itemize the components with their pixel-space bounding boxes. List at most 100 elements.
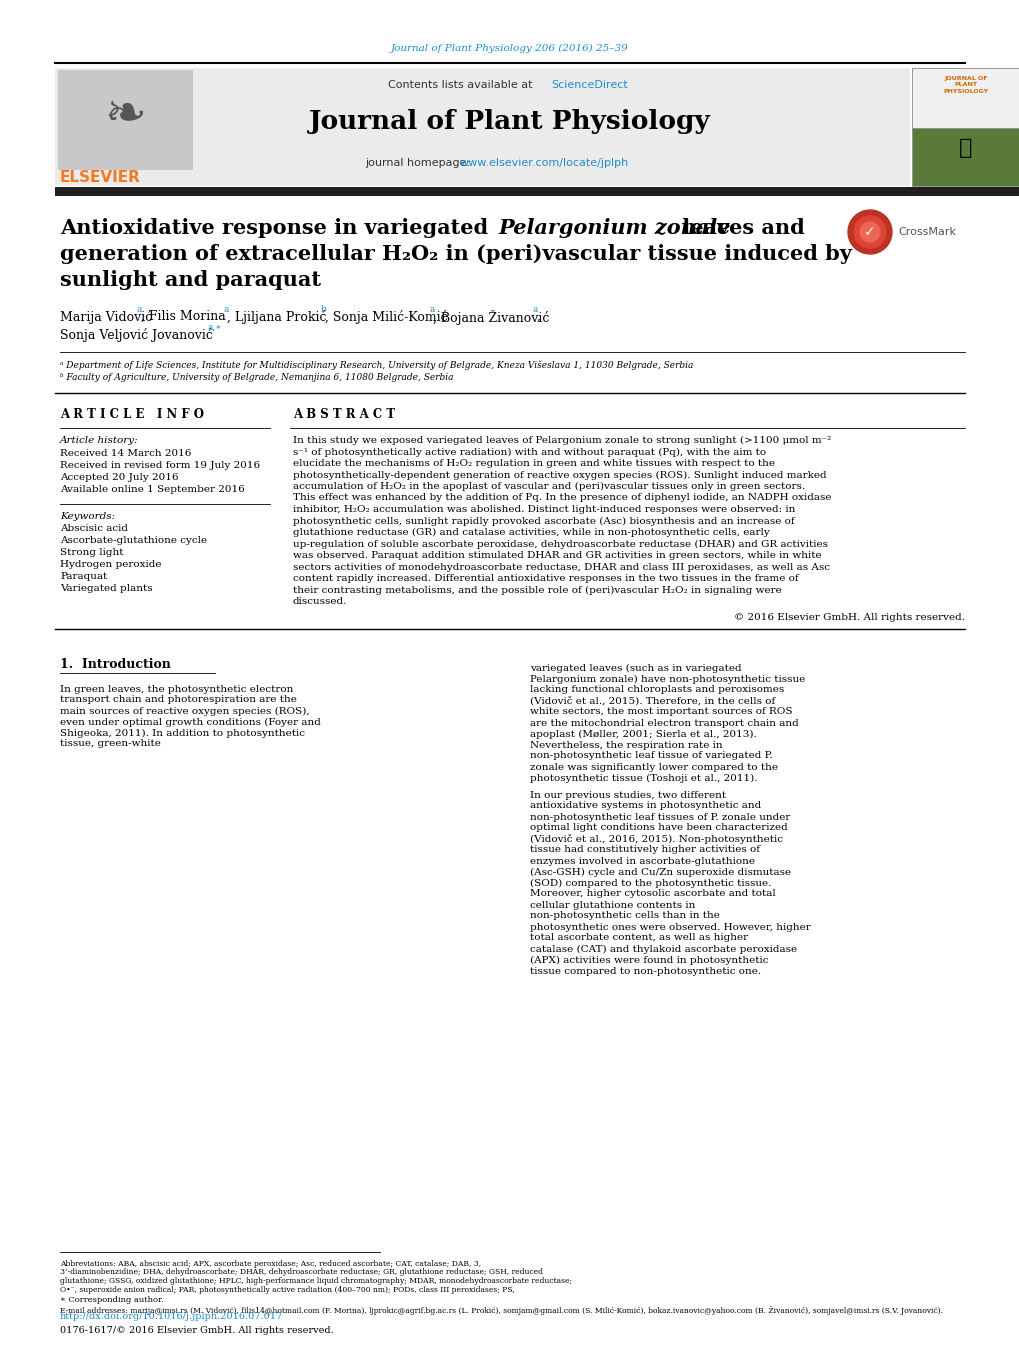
Text: , Bojana Živanović: , Bojana Živanović	[433, 309, 549, 326]
Bar	[55, 186, 1019, 196]
Text: E-mail addresses: marija@imsi.rs (M. Vidović), filis14@hotmail.com (F. Morina), : E-mail addresses: marija@imsi.rs (M. Vid…	[60, 1306, 943, 1315]
Text: CrossMark: CrossMark	[897, 227, 955, 236]
Text: generation of extracellular H₂O₂ in (peri)vascular tissue induced by: generation of extracellular H₂O₂ in (per…	[60, 245, 851, 263]
Text: Abscisic acid: Abscisic acid	[60, 524, 127, 534]
Text: Nevertheless, the respiration rate in: Nevertheless, the respiration rate in	[530, 740, 721, 750]
Text: transport chain and photorespiration are the: transport chain and photorespiration are…	[60, 696, 297, 704]
Text: Marija Vidović: Marija Vidović	[60, 309, 152, 324]
Text: discussed.: discussed.	[292, 597, 347, 607]
Text: non-photosynthetic cells than in the: non-photosynthetic cells than in the	[530, 912, 719, 920]
Text: www.elsevier.com/locate/jplph: www.elsevier.com/locate/jplph	[460, 158, 629, 168]
Text: a: a	[223, 305, 228, 313]
Text: white sectors, the most important sources of ROS: white sectors, the most important source…	[530, 708, 792, 716]
Text: Abbreviations: ABA, abscisic acid; APX, ascorbate peroxidase; Asc, reduced ascor: Abbreviations: ABA, abscisic acid; APX, …	[60, 1260, 481, 1269]
Circle shape	[859, 222, 879, 242]
Text: variegated leaves (such as in variegated: variegated leaves (such as in variegated	[530, 663, 741, 673]
Text: 🌲: 🌲	[959, 138, 972, 158]
Text: journal homepage:: journal homepage:	[365, 158, 473, 168]
Text: Sonja Veljović Jovanović: Sonja Veljović Jovanović	[60, 328, 213, 342]
Text: Journal of Plant Physiology 206 (2016) 25–39: Journal of Plant Physiology 206 (2016) 2…	[390, 43, 629, 53]
Text: Available online 1 September 2016: Available online 1 September 2016	[60, 485, 245, 494]
Text: ❧: ❧	[104, 91, 146, 139]
Text: glutathione reductase (GR) and catalase activities, while in non-photosynthetic : glutathione reductase (GR) and catalase …	[292, 528, 769, 538]
Text: ∗ Corresponding author.: ∗ Corresponding author.	[60, 1296, 164, 1304]
Text: photosynthetic cells, sunlight rapidly provoked ascorbate (Asc) biosynthesis and: photosynthetic cells, sunlight rapidly p…	[292, 516, 794, 526]
Text: photosynthetic ones were observed. However, higher: photosynthetic ones were observed. Howev…	[530, 923, 810, 931]
Text: tissue compared to non-photosynthetic one.: tissue compared to non-photosynthetic on…	[530, 966, 760, 975]
Text: 3’-diaminobenzidine; DHA, dehydroascorbate; DHAR, dehydroascorbate reductase; GR: 3’-diaminobenzidine; DHA, dehydroascorba…	[60, 1269, 542, 1277]
Bar	[55, 68, 909, 186]
Text: (Vidovič et al., 2016, 2015). Non-photosynthetic: (Vidovič et al., 2016, 2015). Non-photos…	[530, 835, 783, 844]
Text: © 2016 Elsevier GmbH. All rights reserved.: © 2016 Elsevier GmbH. All rights reserve…	[734, 612, 964, 621]
Text: catalase (CAT) and thylakoid ascorbate peroxidase: catalase (CAT) and thylakoid ascorbate p…	[530, 944, 796, 954]
Text: Article history:: Article history:	[60, 436, 139, 444]
Text: leaves and: leaves and	[675, 218, 804, 238]
Text: cellular glutathione contents in: cellular glutathione contents in	[530, 901, 695, 909]
Text: Paraquat: Paraquat	[60, 571, 107, 581]
Text: http://dx.doi.org/10.1016/j.jplph.2016.07.017: http://dx.doi.org/10.1016/j.jplph.2016.0…	[60, 1312, 283, 1321]
Text: ELSEVIER: ELSEVIER	[60, 170, 141, 185]
Text: zonale was significantly lower compared to the: zonale was significantly lower compared …	[530, 762, 777, 771]
Text: sectors activities of monodehydroascorbate reductase, DHAR and class III peroxid: sectors activities of monodehydroascorba…	[292, 562, 829, 571]
Text: Pelargonium zonale) have non-photosynthetic tissue: Pelargonium zonale) have non-photosynthe…	[530, 674, 804, 684]
Text: non-photosynthetic leaf tissue of variegated P.: non-photosynthetic leaf tissue of varieg…	[530, 751, 771, 761]
Text: 1.  Introduction: 1. Introduction	[60, 658, 171, 671]
Text: a: a	[429, 305, 434, 313]
Text: JOURNAL OF
PLANT
PHYSIOLOGY: JOURNAL OF PLANT PHYSIOLOGY	[943, 76, 987, 93]
Text: (Vidovič et al., 2015). Therefore, in the cells of: (Vidovič et al., 2015). Therefore, in th…	[530, 697, 774, 707]
Text: Keywords:: Keywords:	[60, 512, 115, 521]
Text: a: a	[137, 305, 143, 313]
Text: up-regulation of soluble ascorbate peroxidase, dehydroascorbate reductase (DHAR): up-regulation of soluble ascorbate perox…	[292, 539, 827, 549]
Text: , Ljiljana Prokić: , Ljiljana Prokić	[227, 309, 327, 324]
Text: Received in revised form 19 July 2016: Received in revised form 19 July 2016	[60, 461, 260, 470]
Circle shape	[847, 209, 892, 254]
Text: ᵃ Department of Life Sciences, Institute for Multidisciplinary Research, Univers: ᵃ Department of Life Sciences, Institute…	[60, 359, 693, 370]
Text: , Sonja Milić-Komić: , Sonja Milić-Komić	[325, 309, 447, 324]
Text: optimal light conditions have been characterized: optimal light conditions have been chara…	[530, 824, 787, 832]
Text: tissue had constitutively higher activities of: tissue had constitutively higher activit…	[530, 846, 759, 854]
Text: lacking functional chloroplasts and peroxisomes: lacking functional chloroplasts and pero…	[530, 685, 784, 694]
Text: ✓: ✓	[863, 226, 875, 239]
Text: In this study we exposed variegated leaves of Pelargonium zonale to strong sunli: In this study we exposed variegated leav…	[292, 436, 830, 444]
Text: O•⁻, superoxide anion radical; PAR, photosynthetically active radiation (400–700: O•⁻, superoxide anion radical; PAR, phot…	[60, 1286, 515, 1293]
Text: Variegated plants: Variegated plants	[60, 584, 153, 593]
Text: photosynthetic tissue (Toshoji et al., 2011).: photosynthetic tissue (Toshoji et al., 2…	[530, 774, 757, 782]
Bar	[911, 68, 1019, 186]
Text: total ascorbate content, as well as higher: total ascorbate content, as well as high…	[530, 934, 747, 943]
Text: Shigeoka, 2011). In addition to photosynthetic: Shigeoka, 2011). In addition to photosyn…	[60, 728, 305, 738]
Text: In green leaves, the photosynthetic electron: In green leaves, the photosynthetic elec…	[60, 685, 293, 693]
Text: In our previous studies, two different: In our previous studies, two different	[530, 790, 726, 800]
Bar	[58, 70, 193, 170]
Text: elucidate the mechanisms of H₂O₂ regulation in green and white tissues with resp: elucidate the mechanisms of H₂O₂ regulat…	[292, 459, 774, 467]
Text: apoplast (Møller, 2001; Sierla et al., 2013).: apoplast (Møller, 2001; Sierla et al., 2…	[530, 730, 756, 739]
Text: a,∗: a,∗	[208, 323, 222, 332]
Text: are the mitochondrial electron transport chain and: are the mitochondrial electron transport…	[530, 719, 798, 727]
Text: glutathione; GSSG, oxidized glutathione; HPLC, high-performance liquid chromatog: glutathione; GSSG, oxidized glutathione;…	[60, 1277, 572, 1285]
Text: (SOD) compared to the photosynthetic tissue.: (SOD) compared to the photosynthetic tis…	[530, 878, 770, 888]
Text: b: b	[321, 305, 326, 313]
Text: ᵇ Faculty of Agriculture, University of Belgrade, Nemanjina 6, 11080 Belgrade, S: ᵇ Faculty of Agriculture, University of …	[60, 373, 453, 382]
Text: ,: ,	[536, 309, 540, 323]
Text: Contents lists available at: Contents lists available at	[387, 80, 535, 91]
Text: even under optimal growth conditions (Foyer and: even under optimal growth conditions (Fo…	[60, 717, 321, 727]
Text: Antioxidative response in variegated: Antioxidative response in variegated	[60, 218, 495, 238]
Text: Received 14 March 2016: Received 14 March 2016	[60, 449, 192, 458]
Text: s⁻¹ of photosynthetically active radiation) with and without paraquat (Pq), with: s⁻¹ of photosynthetically active radiati…	[292, 447, 765, 457]
Text: (Asc-GSH) cycle and Cu/Zn superoxide dismutase: (Asc-GSH) cycle and Cu/Zn superoxide dis…	[530, 867, 791, 877]
Text: main sources of reactive oxygen species (ROS),: main sources of reactive oxygen species …	[60, 707, 310, 716]
Text: Moreover, higher cytosolic ascorbate and total: Moreover, higher cytosolic ascorbate and…	[530, 889, 775, 898]
Text: tissue, green-white: tissue, green-white	[60, 739, 161, 748]
Text: Accepted 20 July 2016: Accepted 20 July 2016	[60, 473, 178, 482]
Bar	[911, 68, 1019, 128]
Text: Strong light: Strong light	[60, 549, 123, 557]
Text: A R T I C L E   I N F O: A R T I C L E I N F O	[60, 408, 204, 422]
Text: content rapidly increased. Differential antioxidative responses in the two tissu: content rapidly increased. Differential …	[292, 574, 798, 584]
Text: non-photosynthetic leaf tissues of P. zonale under: non-photosynthetic leaf tissues of P. zo…	[530, 812, 790, 821]
Text: enzymes involved in ascorbate-glutathione: enzymes involved in ascorbate-glutathion…	[530, 857, 754, 866]
Text: 0176-1617/© 2016 Elsevier GmbH. All rights reserved.: 0176-1617/© 2016 Elsevier GmbH. All righ…	[60, 1325, 333, 1335]
Text: Journal of Plant Physiology: Journal of Plant Physiology	[309, 109, 710, 135]
Circle shape	[853, 216, 886, 249]
Text: a: a	[532, 305, 537, 313]
Text: Hydrogen peroxide: Hydrogen peroxide	[60, 561, 161, 569]
Text: sunlight and paraquat: sunlight and paraquat	[60, 270, 321, 290]
